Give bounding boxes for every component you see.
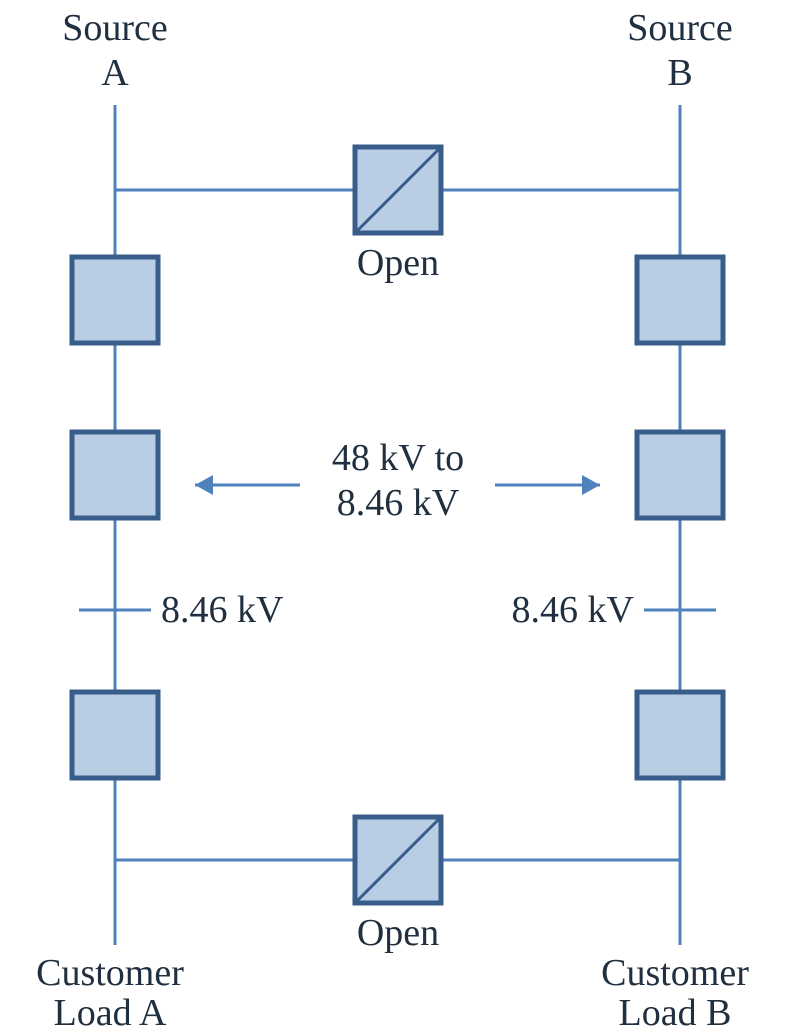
label-cust-b-2: Load B bbox=[619, 992, 732, 1028]
label-cust-b-1: Customer bbox=[601, 952, 749, 994]
label-source-b-2: B bbox=[667, 52, 692, 94]
label-source-b-1: Source bbox=[627, 7, 733, 49]
label-cust-a-2: Load A bbox=[54, 992, 167, 1028]
label-tap-b: 8.46 kV bbox=[512, 589, 635, 631]
label-center-2: 8.46 kV bbox=[337, 482, 460, 524]
label-open-top: Open bbox=[357, 242, 439, 284]
label-tap-a: 8.46 kV bbox=[161, 589, 284, 631]
label-source-a-1: Source bbox=[62, 7, 168, 49]
label-source-a-2: A bbox=[101, 52, 129, 94]
switch-a1 bbox=[72, 257, 158, 343]
switch-a3 bbox=[72, 692, 158, 778]
arrow-left-head bbox=[195, 475, 213, 495]
arrow-right-head bbox=[582, 475, 600, 495]
label-cust-a-1: Customer bbox=[36, 952, 184, 994]
switch-b2 bbox=[637, 432, 723, 518]
switch-b3 bbox=[637, 692, 723, 778]
label-open-bottom: Open bbox=[357, 912, 439, 954]
label-center-1: 48 kV to bbox=[332, 437, 464, 479]
switch-a2 bbox=[72, 432, 158, 518]
switch-b1 bbox=[637, 257, 723, 343]
